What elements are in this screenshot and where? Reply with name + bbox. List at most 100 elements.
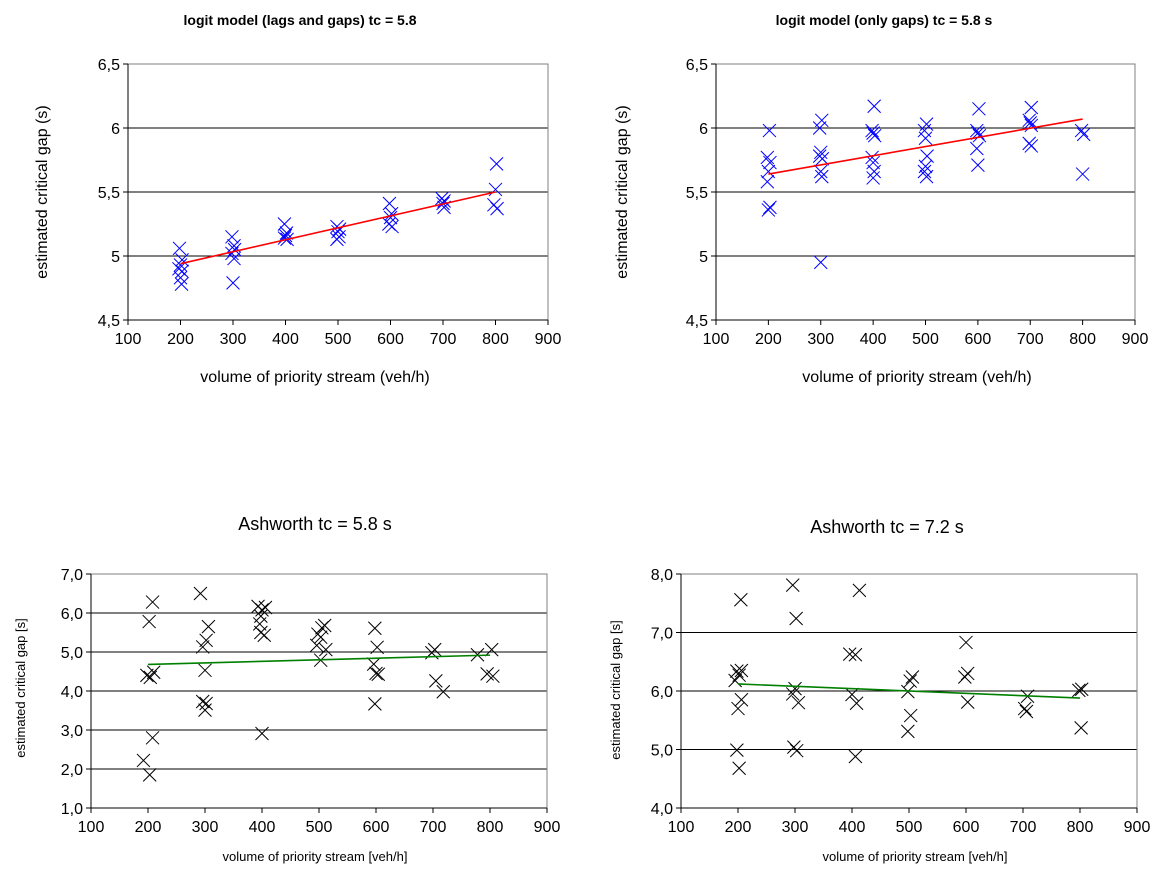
- chart-panel-logit-only-gaps: logit model (only gaps) tc = 5.8 s estim…: [614, 12, 1148, 386]
- data-point: [901, 724, 915, 739]
- data-point: [195, 694, 210, 709]
- trend-line: [180, 191, 496, 265]
- data-point: [731, 701, 745, 716]
- data-point: [812, 121, 827, 135]
- data-point: [382, 196, 397, 211]
- data-point: [849, 696, 864, 711]
- data-point: [734, 663, 749, 678]
- data-point: [734, 692, 749, 707]
- y-tick-label: 8,0: [651, 567, 673, 584]
- data-point: [763, 200, 777, 215]
- y-tick-label: 2,0: [61, 762, 83, 779]
- data-point: [852, 583, 867, 598]
- data-point: [140, 668, 154, 683]
- y-tick-label: 1,0: [61, 801, 83, 818]
- data-point: [368, 697, 382, 711]
- x-tick-label: 100: [115, 331, 142, 348]
- data-point: [1074, 682, 1089, 697]
- data-point: [733, 592, 748, 607]
- chart-title: Ashworth tc = 5.8 s: [238, 514, 392, 534]
- x-axis-label: volume of priority stream (veh/h): [200, 369, 429, 386]
- x-tick-label: 500: [912, 331, 939, 348]
- y-tick-label: 3,0: [61, 723, 83, 740]
- x-axis-label: volume of priority stream [veh/h]: [823, 849, 1008, 864]
- data-point: [145, 730, 160, 745]
- data-point: [313, 630, 328, 645]
- chart-panel-ashworth-7-2: Ashworth tc = 7.2 s estimated critical g…: [608, 517, 1150, 864]
- x-tick-label: 600: [363, 819, 390, 836]
- x-tick-label: 200: [135, 819, 162, 836]
- data-point: [1024, 118, 1039, 133]
- data-point: [867, 164, 882, 179]
- data-point: [760, 150, 775, 165]
- data-point: [175, 252, 189, 267]
- data-point: [730, 743, 744, 757]
- x-tick-label: 200: [725, 819, 752, 836]
- x-tick-label: 800: [1067, 819, 1094, 836]
- data-point: [484, 642, 499, 657]
- data-point: [309, 638, 324, 653]
- data-point: [958, 670, 972, 684]
- x-tick-label: 500: [896, 819, 923, 836]
- data-point: [257, 628, 272, 643]
- chart-title: logit model (only gaps) tc = 5.8 s: [776, 12, 993, 28]
- data-point: [1074, 721, 1088, 735]
- x-tick-label: 400: [860, 331, 887, 348]
- data-point: [732, 761, 746, 776]
- x-tick-label: 500: [306, 819, 333, 836]
- x-tick-label: 300: [192, 819, 219, 836]
- data-point: [919, 169, 934, 184]
- x-axis-label: volume of priority stream (veh/h): [802, 369, 1031, 386]
- y-tick-label: 4,5: [686, 313, 708, 330]
- data-point: [1022, 113, 1037, 128]
- data-point: [225, 229, 239, 244]
- y-axis-label: estimated critical gap [s]: [608, 620, 623, 759]
- data-point: [785, 687, 800, 701]
- data-point: [865, 150, 879, 165]
- data-point: [848, 647, 863, 662]
- x-tick-label: 100: [78, 819, 105, 836]
- data-point: [1076, 127, 1091, 142]
- data-point: [845, 687, 859, 702]
- x-tick-label: 500: [325, 331, 352, 348]
- x-tick-label: 800: [1069, 331, 1096, 348]
- data-point: [195, 640, 210, 654]
- data-point: [436, 684, 451, 699]
- data-point: [366, 657, 381, 671]
- x-tick-label: 400: [272, 331, 299, 348]
- data-point: [255, 603, 269, 617]
- data-point: [761, 203, 776, 217]
- data-point: [866, 126, 880, 140]
- data-point: [789, 611, 803, 626]
- data-point: [428, 674, 443, 688]
- y-tick-label: 5,5: [686, 185, 708, 202]
- data-point: [1024, 139, 1039, 153]
- data-point: [760, 174, 775, 189]
- data-point: [848, 749, 863, 764]
- data-point: [815, 151, 830, 166]
- y-tick-label: 4,0: [61, 684, 83, 701]
- data-point: [903, 708, 918, 723]
- data-point: [785, 578, 800, 592]
- y-tick-label: 6,0: [651, 684, 673, 701]
- x-tick-label: 800: [482, 331, 509, 348]
- data-point: [172, 241, 187, 256]
- data-point: [384, 206, 399, 221]
- data-point: [814, 113, 829, 128]
- trend-line: [147, 654, 491, 666]
- chart-title: logit model (lags and gaps) tc = 5.8: [184, 12, 417, 28]
- data-point: [480, 666, 495, 681]
- x-tick-label: 300: [220, 331, 247, 348]
- y-tick-label: 6,0: [61, 606, 83, 623]
- data-point: [226, 276, 240, 290]
- x-tick-label: 700: [1010, 819, 1037, 836]
- data-point: [488, 182, 503, 197]
- data-point: [258, 600, 273, 615]
- data-point: [255, 726, 269, 741]
- y-tick-label: 4,5: [98, 313, 120, 330]
- data-point: [145, 595, 160, 609]
- data-point: [1024, 100, 1039, 115]
- x-axis-label: volume of priority stream [veh/h]: [223, 849, 408, 864]
- data-point: [368, 621, 382, 636]
